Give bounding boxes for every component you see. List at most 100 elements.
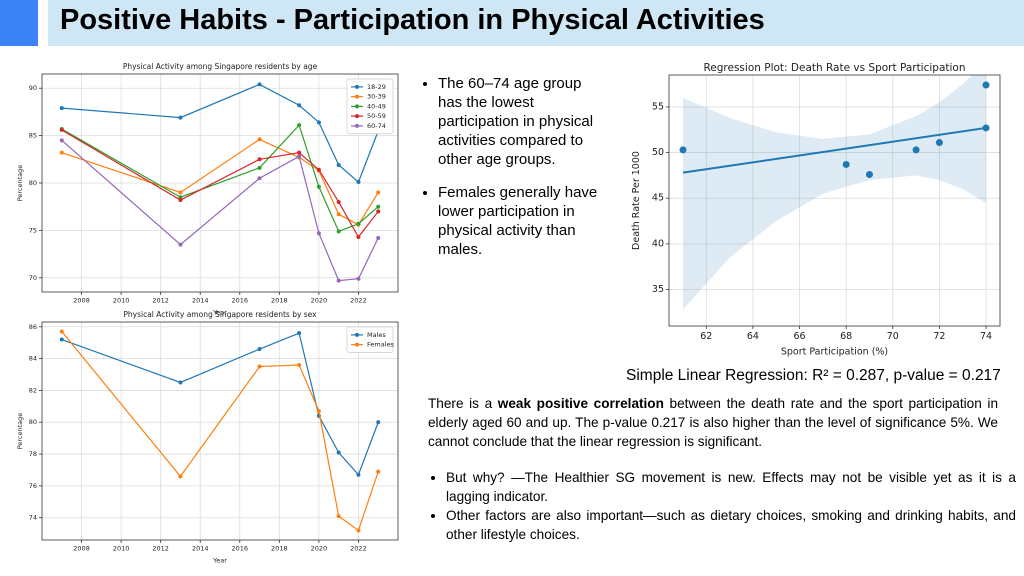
point <box>336 229 341 234</box>
point <box>982 124 990 132</box>
point <box>376 420 381 425</box>
y-axis-label: Percentage <box>16 413 24 450</box>
point <box>376 235 381 240</box>
x-tick-label: 64 <box>747 331 759 342</box>
point <box>336 212 341 217</box>
text: between the death rate and the sport par… <box>428 396 998 449</box>
bullet: The 60–74 age group has the lowest parti… <box>438 74 608 169</box>
point <box>336 450 341 455</box>
y-tick-label: 70 <box>29 274 37 282</box>
point <box>336 514 341 519</box>
header-bar <box>48 0 1024 46</box>
legend-label: 60-74 <box>367 122 386 130</box>
x-tick-label: 2022 <box>350 297 367 305</box>
point <box>336 278 341 283</box>
note: Other factors are also important—such as… <box>446 506 1016 544</box>
x-axis-label: Sport Participation (%) <box>781 347 888 358</box>
legend-marker <box>355 114 359 119</box>
point <box>297 123 302 128</box>
legend-marker <box>355 332 359 337</box>
legend-label: Females <box>367 341 395 349</box>
legend-marker <box>355 104 359 109</box>
x-tick-label: 2014 <box>192 545 209 553</box>
point <box>982 81 990 89</box>
confidence-band <box>682 75 987 310</box>
point <box>297 154 302 159</box>
point <box>912 146 920 154</box>
chart-title: Physical Activity among Singapore reside… <box>123 310 317 319</box>
y-axis-label: Death Rate Per 1000 <box>631 151 642 250</box>
point <box>356 472 361 477</box>
y-tick-label: 50 <box>652 147 664 158</box>
x-tick-label: 2020 <box>311 297 328 305</box>
point <box>356 276 361 281</box>
point <box>316 120 321 125</box>
y-tick-label: 40 <box>652 238 664 249</box>
paragraph: There is a weak positive correlation bet… <box>428 394 998 451</box>
point <box>178 198 183 203</box>
x-tick-label: 2012 <box>152 545 169 553</box>
point <box>336 199 341 204</box>
point <box>178 474 183 479</box>
x-tick-label: 62 <box>700 331 712 342</box>
chart-title: Physical Activity among Singapore reside… <box>123 62 318 71</box>
y-tick-label: 76 <box>29 482 37 490</box>
point <box>316 231 321 236</box>
note: But why? —The Healthier SG movement is n… <box>446 468 1016 506</box>
point <box>257 364 262 369</box>
y-tick-label: 85 <box>29 132 37 140</box>
legend-marker <box>355 342 359 347</box>
y-tick-label: 84 <box>29 355 37 363</box>
y-tick-label: 78 <box>29 450 37 458</box>
point <box>316 409 321 414</box>
x-tick-label: 66 <box>793 331 805 342</box>
point <box>178 195 183 200</box>
legend-label: 18-29 <box>367 83 386 91</box>
point <box>865 170 873 178</box>
plot-frame <box>668 74 1001 327</box>
x-tick-label: 2018 <box>271 545 288 553</box>
point <box>59 138 64 143</box>
point <box>356 235 361 240</box>
legend-marker <box>355 94 359 99</box>
x-tick-label: 68 <box>840 331 852 342</box>
point <box>356 221 361 226</box>
point <box>356 528 361 533</box>
point <box>257 165 262 170</box>
slide-title: Positive Habits - Participation in Physi… <box>60 4 765 36</box>
plot-frame <box>41 73 399 293</box>
x-tick-label: 2016 <box>232 545 249 553</box>
point <box>376 190 381 195</box>
point <box>59 329 64 334</box>
legend-label: 30-39 <box>367 93 386 101</box>
x-tick-label: 74 <box>980 331 992 342</box>
point <box>297 150 302 155</box>
point <box>59 150 64 155</box>
x-tick-label: 2010 <box>113 297 130 305</box>
point <box>376 209 381 214</box>
series-line <box>61 138 379 226</box>
x-axis-label: Year <box>212 308 227 316</box>
text: There is a <box>428 396 498 411</box>
x-tick-label: 72 <box>933 331 945 342</box>
series-line <box>61 83 379 184</box>
y-axis-label: Percentage <box>16 165 24 202</box>
point <box>178 190 183 195</box>
y-tick-label: 82 <box>29 386 37 394</box>
x-tick-label: 2012 <box>152 297 169 305</box>
y-tick-label: 35 <box>652 284 664 295</box>
y-tick-label: 74 <box>29 514 37 522</box>
bullet: Females generally have lower participati… <box>438 183 608 259</box>
x-tick-label: 2022 <box>350 545 367 553</box>
bold-text: weak positive correlation <box>497 396 664 411</box>
legend-marker <box>355 84 359 89</box>
y-tick-label: 75 <box>29 226 37 234</box>
legend-label: 40-49 <box>367 102 386 110</box>
point <box>59 106 64 111</box>
point <box>297 362 302 367</box>
legend-label: Males <box>367 331 386 339</box>
point <box>257 137 262 142</box>
x-tick-label: 2018 <box>271 297 288 305</box>
